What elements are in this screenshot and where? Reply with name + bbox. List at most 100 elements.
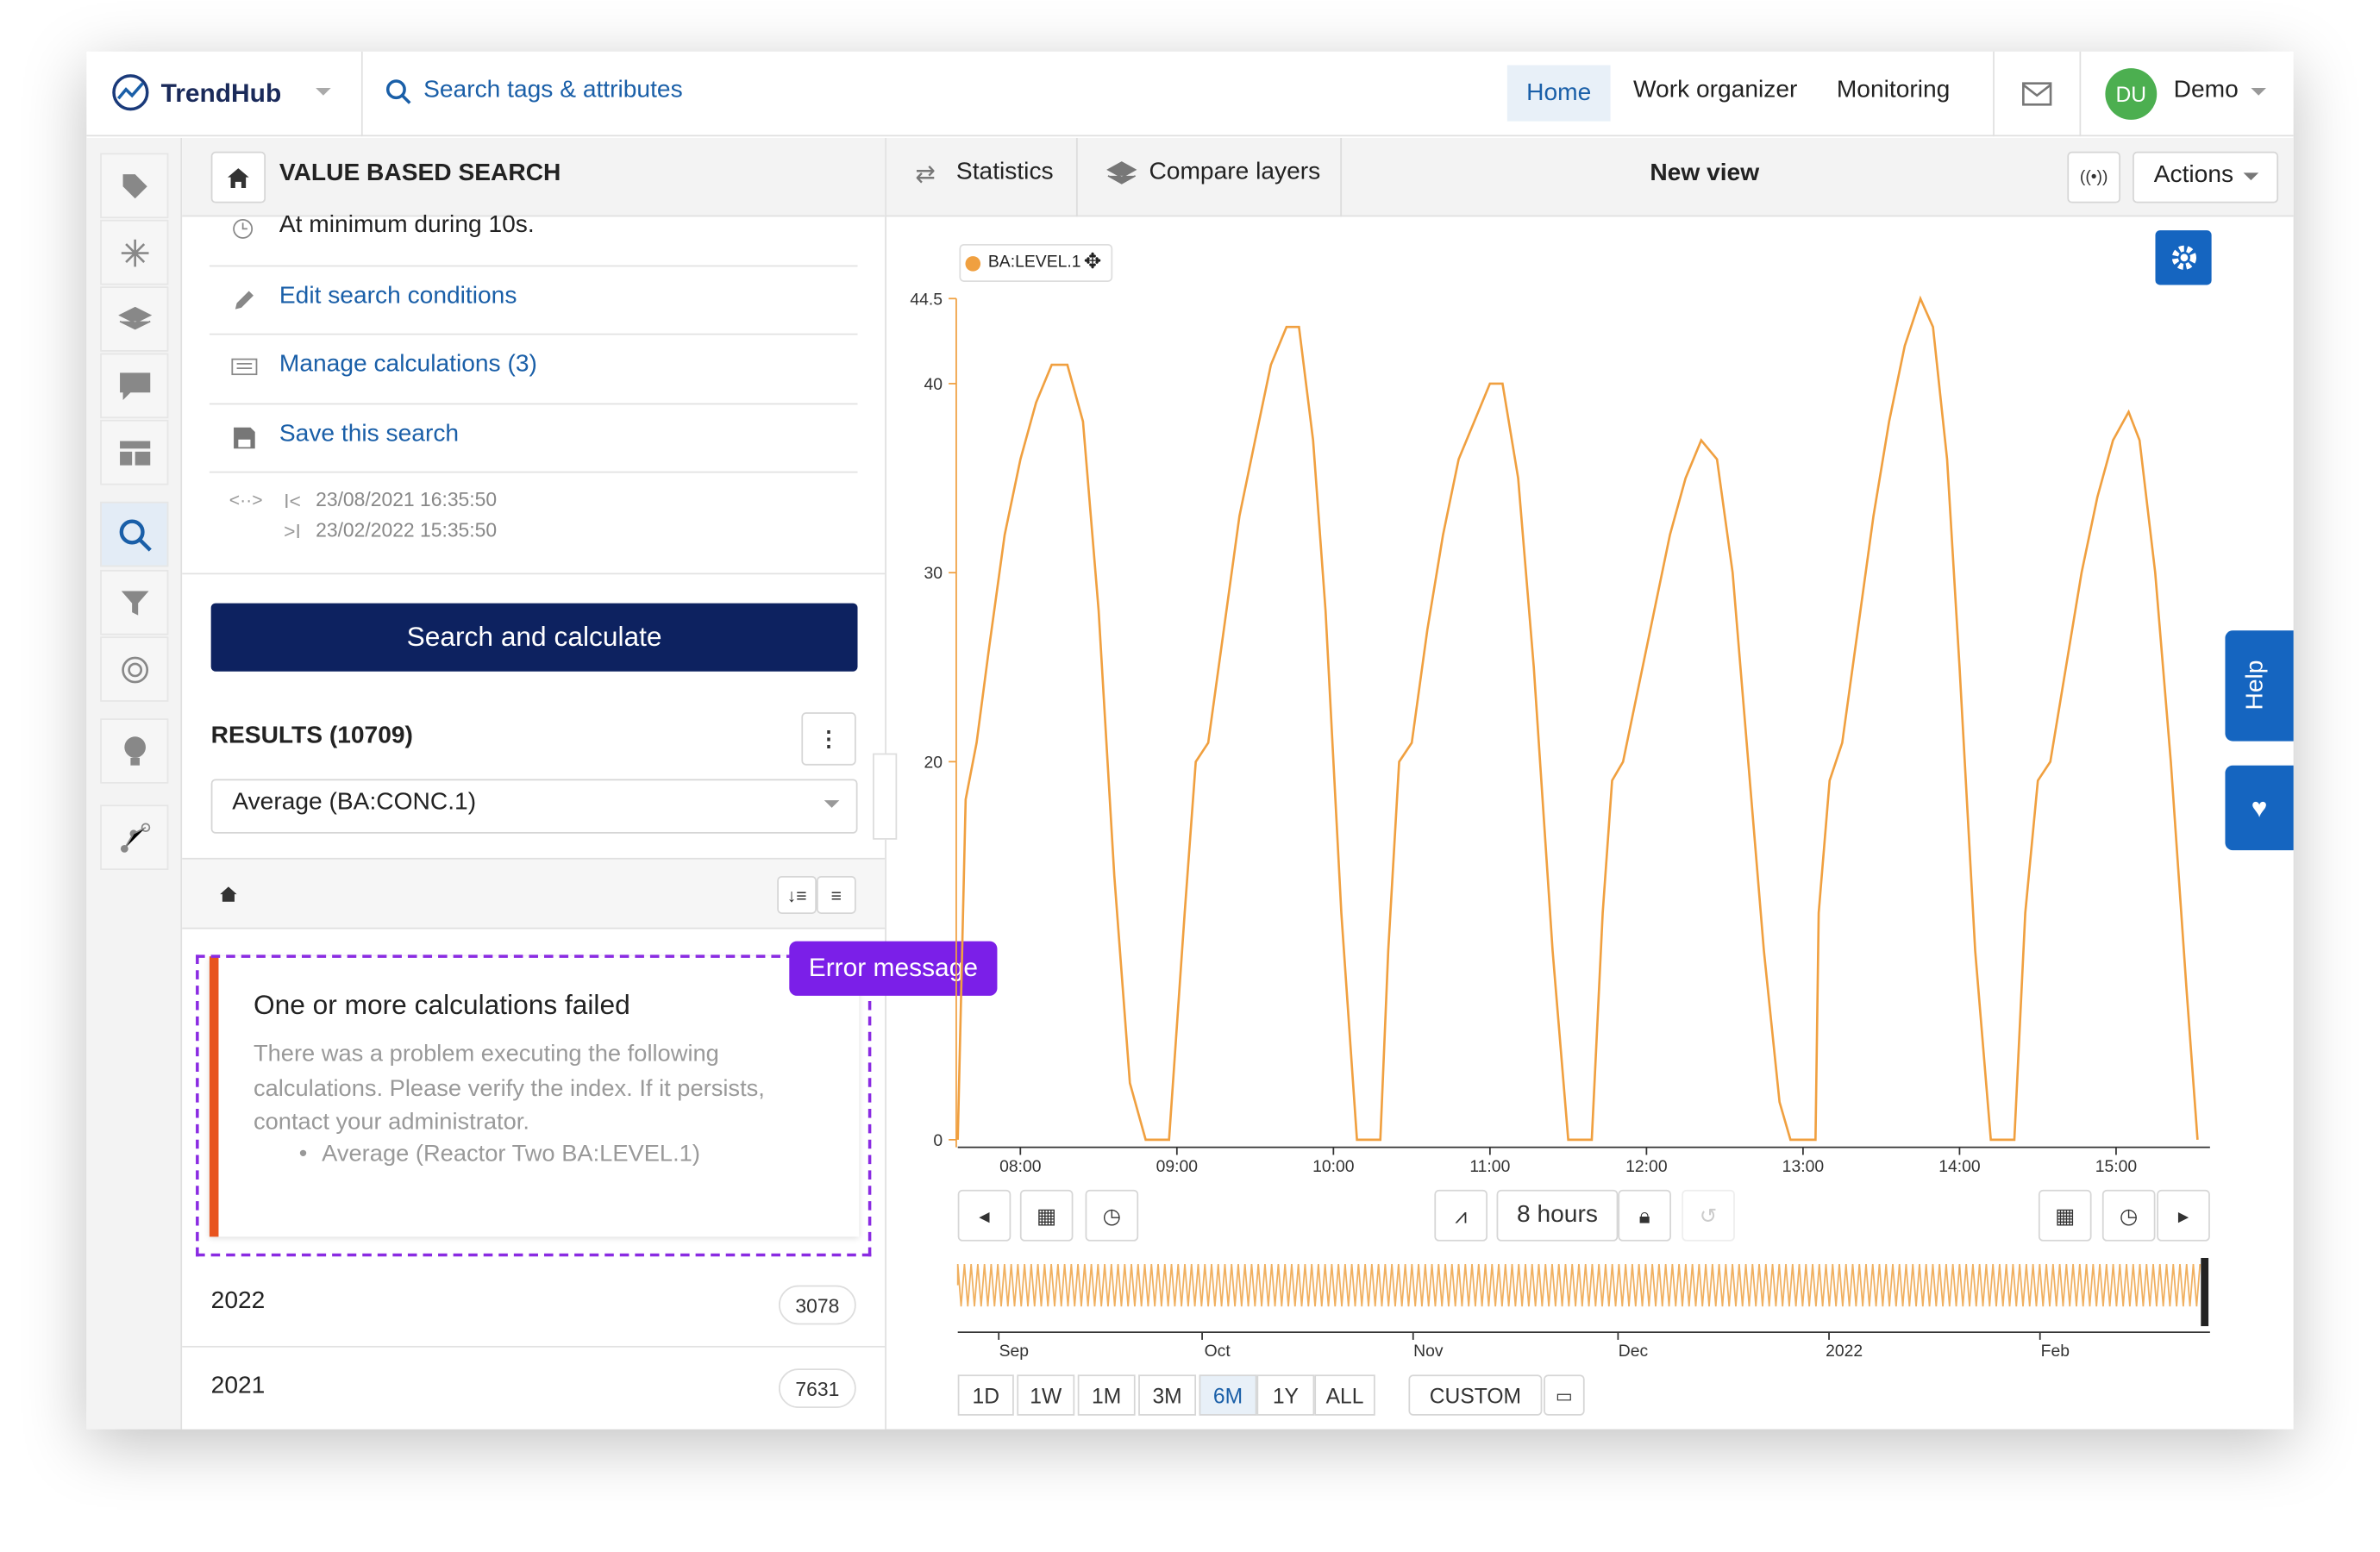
range-button[interactable]: 3M (1138, 1374, 1197, 1416)
caret (316, 87, 331, 103)
fingerprint-icon[interactable] (100, 636, 169, 702)
range-button[interactable]: ALL (1314, 1374, 1375, 1416)
results-toolbar (182, 857, 886, 929)
navigator-label: Feb (2041, 1342, 2070, 1361)
results-title: RESULTS (10709) (210, 723, 413, 749)
navigator-label: 2022 (1826, 1342, 1863, 1361)
annotation-box (196, 954, 872, 1257)
collapse-button[interactable]: ≡ (816, 876, 856, 914)
x-tick-label: 12:00 (1625, 1157, 1667, 1176)
sparkle-icon[interactable] (100, 219, 169, 285)
error-card (209, 956, 860, 1237)
nav-link[interactable]: Work organizer (1632, 77, 1798, 103)
filter-icon[interactable] (100, 569, 169, 635)
data-line (956, 295, 2199, 1142)
range-start-icon: I< (284, 489, 301, 513)
sort-button[interactable]: ↓≡ (777, 876, 817, 914)
divider (1340, 137, 1343, 217)
x-tick-label: 08:00 (999, 1157, 1041, 1176)
help-label[interactable]: Help (2242, 660, 2269, 710)
statistics-tab[interactable]: Statistics (955, 159, 1054, 185)
navigator-handle (2201, 1257, 2209, 1327)
edit-icon (235, 291, 254, 310)
clock-button[interactable]: ◷ (1085, 1189, 1139, 1242)
x-tick-label: 10:00 (1312, 1157, 1354, 1176)
divider (360, 51, 363, 137)
duration[interactable]: 8 hours (1496, 1189, 1619, 1242)
avatar[interactable]: DU (2105, 68, 2158, 120)
divider (2079, 51, 2082, 137)
group-label[interactable]: 2022 (210, 1288, 266, 1315)
search-tool-icon[interactable] (100, 501, 169, 567)
user-name[interactable]: Demo (2173, 77, 2239, 103)
select-value[interactable]: Average (BA:CONC.1) (232, 789, 477, 816)
link[interactable]: Save this search (279, 421, 460, 447)
next-button[interactable]: ▸ (2157, 1189, 2210, 1242)
range-end-icon: >I (284, 519, 301, 543)
separator (209, 333, 858, 335)
range-button[interactable]: 6M (1199, 1374, 1257, 1416)
calendar-button[interactable]: ▦ (1019, 1189, 1074, 1242)
panel-title: VALUE BASED SEARCH (279, 160, 561, 187)
link[interactable]: Edit search conditions (279, 283, 517, 310)
search-button[interactable]: Search and calculate (210, 603, 858, 672)
select[interactable] (210, 779, 858, 834)
bulb-icon[interactable] (100, 718, 169, 784)
x-tick-label: 15:00 (2095, 1157, 2137, 1176)
home-icon[interactable] (220, 886, 237, 902)
group-label[interactable]: 2021 (210, 1373, 266, 1399)
x-tick-label: 09:00 (1156, 1157, 1198, 1176)
link[interactable]: Manage calculations (3) (279, 351, 537, 378)
live-button[interactable]: ((•)) (2067, 151, 2120, 203)
legend[interactable] (959, 244, 1113, 282)
compare-tab[interactable]: Compare layers (1149, 159, 1321, 185)
range-icon: <··> (229, 489, 263, 511)
annotation-label: Error message (789, 941, 998, 996)
more-button[interactable]: ⋮ (801, 712, 856, 766)
search-box[interactable]: Search tags & attributes (423, 77, 683, 103)
calendar-button[interactable]: ▦ (2038, 1189, 2092, 1242)
x-tick-label: 13:00 (1782, 1157, 1824, 1176)
range-button[interactable]: 1W (1017, 1374, 1075, 1416)
swap-icon: ⇄ (915, 162, 936, 188)
zoom-button[interactable]: ⩘ (1434, 1189, 1488, 1242)
move-icon[interactable]: ✥ (1083, 248, 1102, 273)
range-button[interactable]: 1M (1077, 1374, 1136, 1416)
navigator-label: Oct (1205, 1342, 1231, 1361)
separator (182, 1345, 886, 1348)
tags-icon[interactable] (100, 153, 169, 219)
mail-icon[interactable] (2022, 82, 2052, 106)
search-icon (385, 79, 411, 104)
error-bullet: • (298, 1141, 308, 1167)
help-tab[interactable] (2225, 630, 2294, 742)
comment-icon[interactable] (100, 353, 169, 419)
custom-button[interactable]: CUSTOM (1408, 1374, 1543, 1416)
navigator-label: Nov (1413, 1342, 1444, 1361)
nav-home[interactable]: Home (1506, 65, 1611, 122)
view-title: New view (1650, 160, 1760, 187)
caret (824, 800, 840, 816)
range-button[interactable]: 1Y (1256, 1374, 1315, 1416)
layers-icon[interactable] (100, 286, 169, 352)
history-button[interactable]: ↺ (1682, 1189, 1735, 1242)
separator (209, 265, 858, 267)
legend-swatch (965, 256, 981, 272)
nav-link[interactable]: Monitoring (1836, 77, 1951, 103)
clock-button[interactable]: ◷ (2101, 1189, 2156, 1242)
graph-icon[interactable] (100, 804, 169, 870)
home-button[interactable] (210, 151, 266, 203)
favorite-tab[interactable]: ♥ (2225, 765, 2294, 851)
lock-button[interactable]: 🔒︎ (1618, 1189, 1671, 1242)
layers-icon (1106, 161, 1137, 185)
logo[interactable]: TrendHub (160, 78, 282, 108)
range-button[interactable]: 1D (957, 1374, 1014, 1416)
custom-icon[interactable]: ▭ (1544, 1374, 1585, 1416)
dashboard-icon[interactable] (100, 419, 169, 485)
clock-icon (233, 219, 254, 239)
settings-button[interactable] (2155, 230, 2212, 285)
splitter[interactable] (873, 753, 898, 840)
prev-button[interactable]: ◂ (957, 1189, 1012, 1242)
actions-label[interactable]: Actions (2153, 162, 2234, 188)
